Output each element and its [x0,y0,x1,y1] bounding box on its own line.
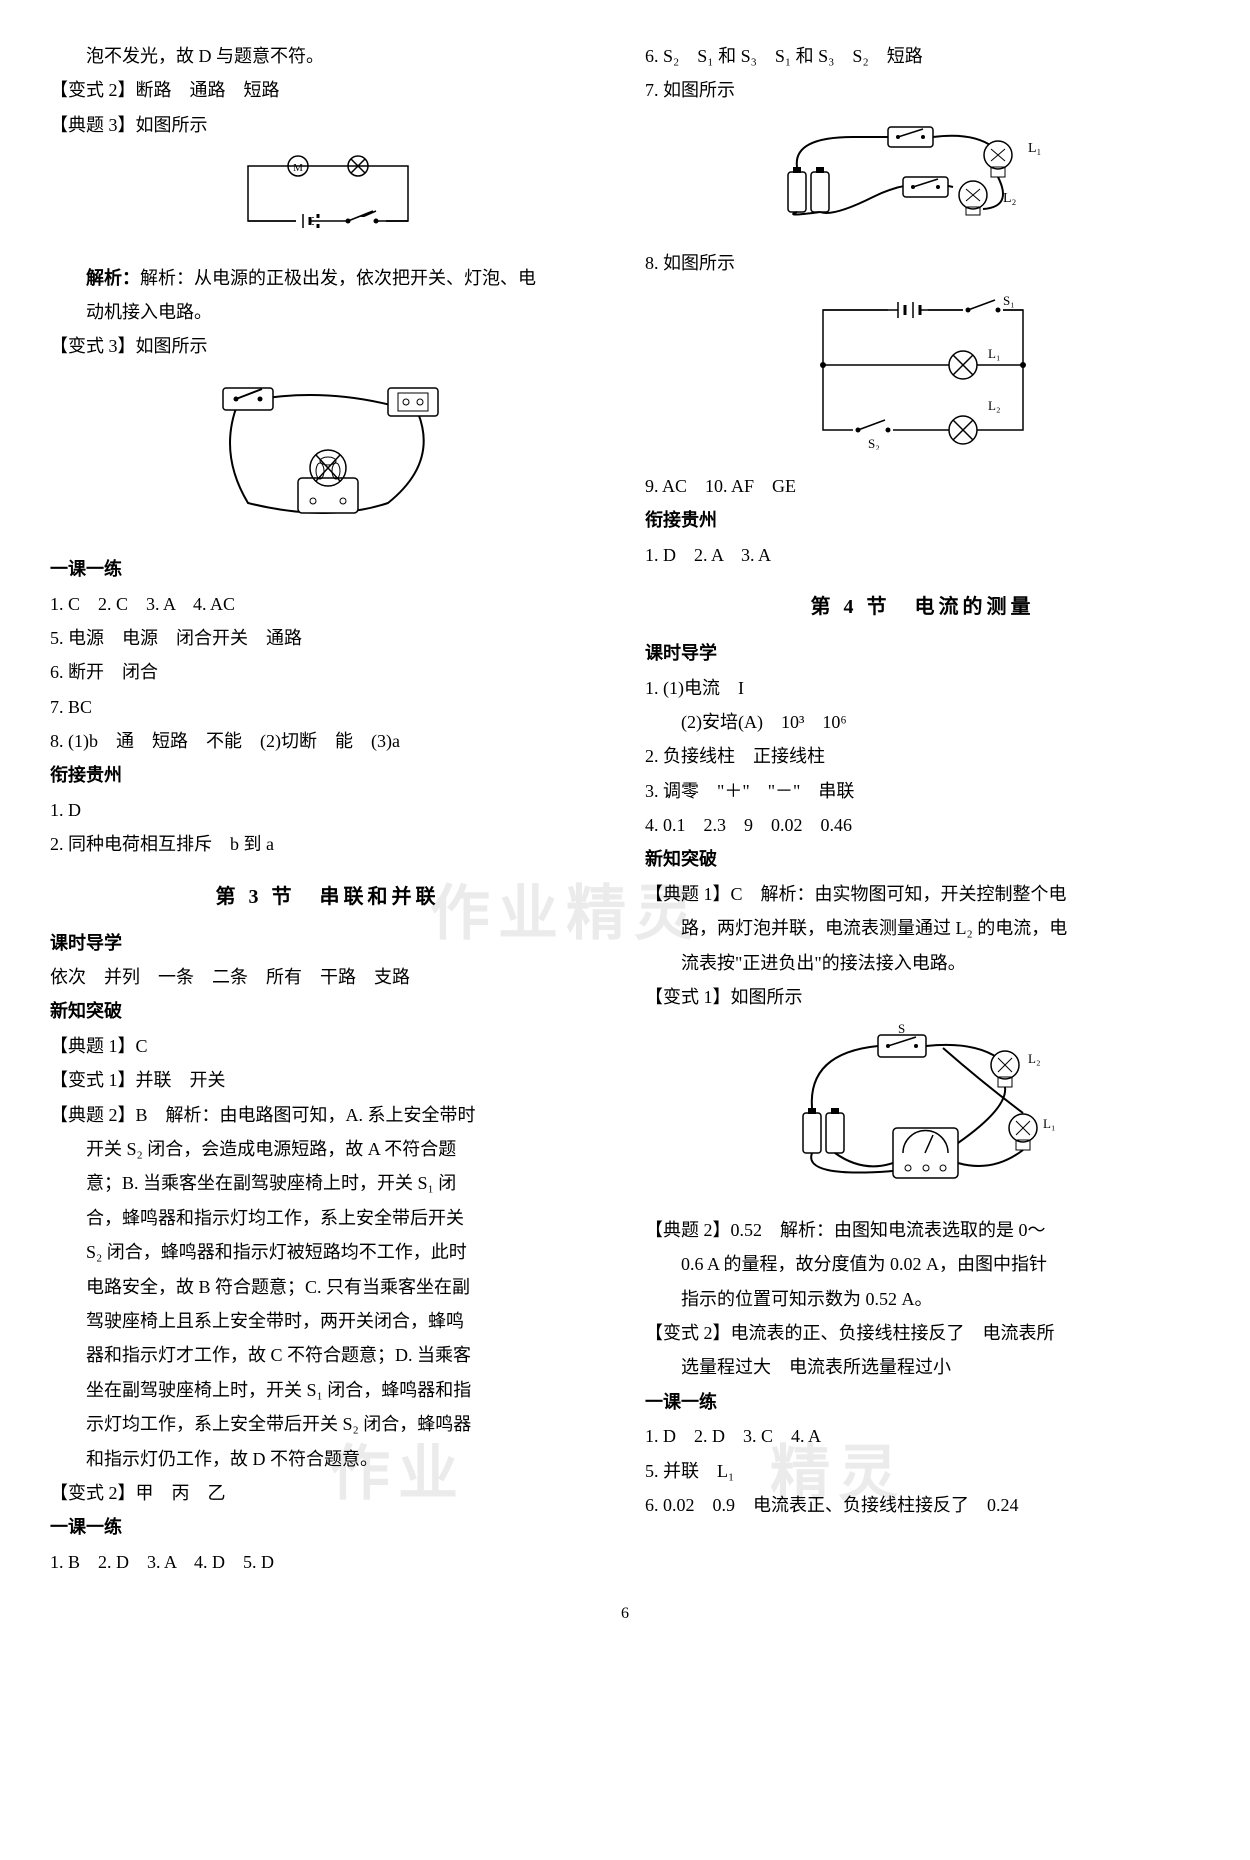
subsection-heading: 课时导学 [50,927,605,959]
text-line: 1. C 2. C 3. A 4. AC [50,588,605,620]
analysis-text: 解析：从电源的正极出发，依次把开关、灯泡、电 [140,268,536,288]
text-line: 7. BC [50,691,605,723]
page-number: 6 [50,1600,1200,1629]
subsection-heading: 衔接贵州 [645,504,1200,536]
text-line: 6. 断开 闭合 [50,656,605,688]
text-line: 【变式 2】电流表的正、负接线柱接反了 电流表所 [645,1317,1200,1349]
subsection-heading: 新知突破 [645,843,1200,875]
text-line: 【典题 1】C 解析：由实物图可知，开关控制整个电 [645,878,1200,910]
text-line: 2. 同种电荷相互排斥 b 到 a [50,828,605,860]
text-line: 【变式 1】如图所示 [645,981,1200,1013]
text-line: 8. 如图所示 [645,247,1200,279]
section-title-3: 第 3 节 串联和并联 [50,879,605,915]
text-line: 1. D 2. A 3. A [645,539,1200,571]
text-line: 6. S₂ S₁ 和 S₃ S₁ 和 S₃ S₂ 短路 [645,40,1200,72]
text-line: 2. 负接线柱 正接线柱 [645,740,1200,772]
text-line: 驾驶座椅上且系上安全带时，两开关闭合，蜂鸣 [50,1305,605,1337]
svg-text:L₁: L₁ [988,346,1000,361]
text-line: 0.6 A 的量程，故分度值为 0.02 A，由图中指针 [645,1248,1200,1280]
subsection-heading: 一课一练 [645,1386,1200,1418]
text-line: 【典题 2】B 解析：由电路图可知，A. 系上安全带时 [50,1099,605,1131]
two-column-layout: 泡不发光，故 D 与题意不符。 【变式 2】断路 通路 短路 【典题 3】如图所… [50,40,1200,1580]
text-line: 【变式 3】如图所示 [50,330,605,362]
svg-text:L₂: L₂ [1028,1051,1040,1066]
text-line: 5. 电源 电源 闭合开关 通路 [50,622,605,654]
text-line: 合，蜂鸣器和指示灯均工作，系上安全带后开关 [50,1202,605,1234]
svg-text:L₂: L₂ [988,398,1000,413]
text-line: 流表按"正进负出"的接法接入电路。 [645,947,1200,979]
text-line: 【变式 2】甲 丙 乙 [50,1477,605,1509]
text-line: 7. 如图所示 [645,74,1200,106]
page-container: 作业精灵 作业 精灵 泡不发光，故 D 与题意不符。 【变式 2】断路 通路 短… [50,40,1200,1629]
text-line: 依次 并列 一条 二条 所有 干路 支路 [50,961,605,993]
subsection-heading: 新知突破 [50,995,605,1027]
text-line: (2)安培(A) 10³ 10⁶ [645,706,1200,738]
text-line: 3. 调零 "＋" "－" 串联 [645,775,1200,807]
text-line: 【变式 2】断路 通路 短路 [50,74,605,106]
circuit-diagram-5: S L₂ L₁ [645,1023,1200,1203]
svg-text:S: S [898,1023,905,1036]
circuit-diagram-2 [50,373,605,543]
circuit-diagram-3: L₁ L₂ [645,117,1200,237]
text-line: 指示的位置可知示数为 0.52 A。 [645,1283,1200,1315]
text-line: 1. B 2. D 3. A 4. D 5. D [50,1546,605,1578]
text-line: 1. D [50,794,605,826]
text-line: 1. D 2. D 3. C 4. A [645,1420,1200,1452]
text-line: 示灯均工作，系上安全带后开关 S₂ 闭合，蜂鸣器 [50,1408,605,1440]
text-line: 选量程过大 电流表所选量程过小 [645,1351,1200,1383]
text-line: 8. (1)b 通 短路 不能 (2)切断 能 (3)a [50,725,605,757]
svg-text:S₂: S₂ [868,436,880,450]
left-column: 泡不发光，故 D 与题意不符。 【变式 2】断路 通路 短路 【典题 3】如图所… [50,40,605,1580]
text-line: S₂ 闭合，蜂鸣器和指示灯被短路均不工作，此时 [50,1236,605,1268]
text-line: 泡不发光，故 D 与题意不符。 [50,40,605,72]
subsection-heading: 衔接贵州 [50,759,605,791]
text-line: 意；B. 当乘客坐在副驾驶座椅上时，开关 S₁ 闭 [50,1167,605,1199]
text-line: 4. 0.1 2.3 9 0.02 0.46 [645,809,1200,841]
subsection-heading: 课时导学 [645,637,1200,669]
text-line: 动机接入电路。 [50,296,605,328]
text-line: 开关 S₂ 闭合，会造成电源短路，故 A 不符合题 [50,1133,605,1165]
subsection-heading: 一课一练 [50,1511,605,1543]
text-line: 【变式 1】并联 开关 [50,1064,605,1096]
section-title-4: 第 4 节 电流的测量 [645,589,1200,625]
text-line: 【典题 2】0.52 解析：由图知电流表选取的是 0～ [645,1214,1200,1246]
text-line: 【典题 3】如图所示 [50,109,605,141]
right-column: 6. S₂ S₁ 和 S₃ S₁ 和 S₃ S₂ 短路 7. 如图所示 [645,40,1200,1580]
text-line: 和指示灯仍工作，故 D 不符合题意。 [50,1443,605,1475]
text-line: 6. 0.02 0.9 电流表正、负接线柱接反了 0.24 [645,1489,1200,1521]
text-line: 解析：解析：从电源的正极出发，依次把开关、灯泡、电 [50,262,605,294]
svg-text:L₁: L₁ [1043,1116,1055,1131]
text-line: 器和指示灯才工作，故 C 不符合题意；D. 当乘客 [50,1339,605,1371]
text-line: 9. AC 10. AF GE [645,470,1200,502]
circuit-diagram-4: S₁ L₁ S₂ [645,290,1200,460]
svg-text:S₁: S₁ [1003,293,1015,308]
text-line: 5. 并联 L₁ [645,1455,1200,1487]
subsection-heading: 一课一练 [50,553,605,585]
svg-text:L₂: L₂ [1003,191,1017,206]
text-line: 坐在副驾驶座椅上时，开关 S₁ 闭合，蜂鸣器和指 [50,1374,605,1406]
text-line: 电路安全，故 B 符合题意；C. 只有当乘客坐在副 [50,1271,605,1303]
text-line: 【典题 1】C [50,1030,605,1062]
text-line: 路，两灯泡并联，电流表测量通过 L₂ 的电流，电 [645,912,1200,944]
text-line: 1. (1)电流 I [645,672,1200,704]
svg-text:M: M [293,162,303,174]
svg-text:L₁: L₁ [1028,141,1041,156]
label-analysis: 解析： [86,268,140,288]
circuit-diagram-1: M [50,151,605,251]
